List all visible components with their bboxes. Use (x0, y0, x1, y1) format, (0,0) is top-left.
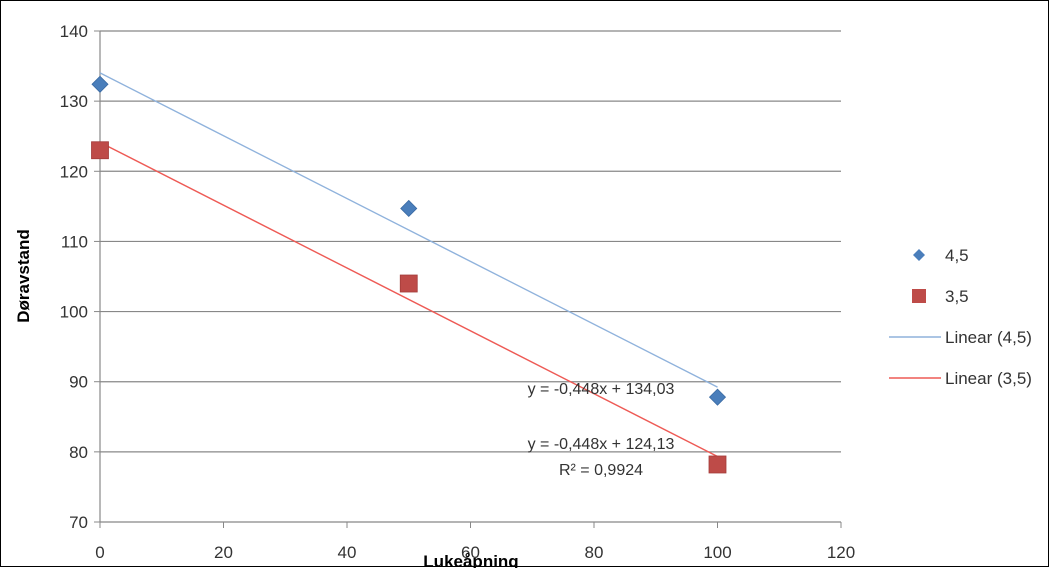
x-tick-label: 100 (703, 543, 731, 562)
y-tick-label: 80 (69, 443, 88, 462)
trendline-4-5 (99, 72, 718, 388)
trendline-labels: y = -0,448x + 134,03 y = -0,448x + 124,13… (528, 381, 675, 479)
legend-label: Linear (3,5) (945, 369, 1032, 388)
gridlines (100, 30, 841, 453)
x-tick-label: 60 (461, 543, 480, 562)
r-squared-label: R² = 0,9924 (559, 462, 643, 479)
y-tick-label: 70 (69, 513, 88, 532)
y-axis-title: Døravstand (14, 229, 33, 323)
y-tick-label: 140 (60, 22, 88, 41)
trendline-equation: y = -0,448x + 134,03 (528, 381, 675, 398)
x-axis-title: Lukeåpning (423, 552, 518, 568)
y-tick-label: 130 (60, 92, 88, 111)
x-tick-label: 0 (95, 543, 104, 562)
data-points (91, 75, 727, 474)
trendline-equation: y = -0,448x + 124,13 (528, 436, 675, 453)
legend-marker-3-5 (912, 289, 926, 303)
axes: 70 80 90 100 110 120 130 140 0 20 40 60 80 100 120 (60, 22, 856, 562)
trendline-3-5 (99, 141, 718, 458)
data-point-4-5 (708, 388, 727, 406)
data-point-3-5 (708, 455, 727, 474)
legend: 4,5 3,5 Linear (4,5) Linear (3,5) (889, 246, 1032, 388)
legend-label: 3,5 (945, 287, 969, 306)
data-point-3-5 (91, 141, 109, 160)
legend-label: Linear (4,5) (945, 328, 1032, 347)
x-tick-label: 120 (827, 543, 855, 562)
data-point-3-5 (399, 274, 418, 293)
legend-marker-4-5 (913, 249, 925, 261)
y-tick-label: 90 (69, 373, 88, 392)
trendlines (99, 72, 718, 458)
x-tick-label: 80 (585, 543, 604, 562)
y-tick-label: 100 (60, 303, 88, 322)
x-tick-label: 20 (214, 543, 233, 562)
data-point-4-5 (400, 199, 418, 218)
y-tick-label: 120 (60, 162, 88, 181)
y-tick-label: 110 (61, 232, 88, 251)
x-tick-label: 40 (338, 543, 357, 562)
legend-label: 4,5 (945, 246, 969, 265)
data-point-4-5 (91, 75, 109, 93)
